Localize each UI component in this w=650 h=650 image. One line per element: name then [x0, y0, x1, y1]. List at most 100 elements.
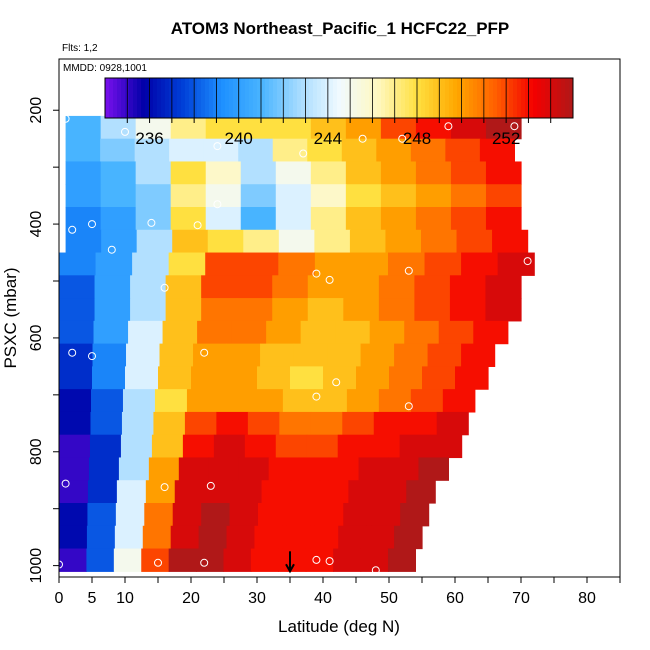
heatmap-cell	[349, 229, 387, 254]
colorbar: 236 240 244 248 252	[104, 77, 574, 148]
heatmap-cell	[165, 298, 202, 322]
heatmap-cell	[231, 320, 267, 345]
colorbar-segment	[441, 78, 446, 118]
heatmap-cell	[125, 366, 159, 390]
sample-point	[88, 352, 96, 361]
x-tick-label: 5	[88, 590, 97, 607]
heatmap-cell	[368, 434, 401, 459]
heatmap-cell	[306, 434, 339, 459]
heatmap-cell	[100, 161, 137, 185]
x-tick-label: 10	[116, 590, 134, 607]
colorbar-segment	[397, 78, 402, 118]
colorbar-segment	[521, 78, 526, 118]
heatmap-cell	[290, 366, 324, 390]
colorbar-segment	[489, 78, 494, 118]
x-tick-label: 30	[248, 590, 266, 607]
y-tick-label: 200	[28, 97, 45, 124]
heatmap-cell	[115, 503, 145, 527]
heatmap-cell	[307, 275, 344, 299]
colorbar-segment	[505, 78, 510, 118]
heatmap-cell	[92, 343, 127, 367]
colorbar-segment	[517, 78, 522, 118]
colorbar-segment	[301, 78, 306, 118]
x-tick-label: 0	[55, 590, 64, 607]
heatmap-cell	[247, 411, 280, 436]
colorbar-segment	[181, 78, 186, 118]
flights-label: Flts: 1,2	[62, 43, 98, 54]
heatmap-cell	[226, 343, 261, 367]
colorbar-segment	[337, 78, 342, 118]
heatmap-cell	[449, 275, 487, 299]
heatmap-cell	[172, 229, 209, 254]
colorbar-frame	[104, 77, 574, 119]
heatmap-cell	[314, 252, 353, 276]
heatmap-cell	[59, 434, 91, 459]
heatmap-cell	[213, 434, 246, 459]
heatmap-cell	[87, 480, 118, 504]
colorbar-segment	[197, 78, 202, 118]
heatmap-cell	[121, 411, 155, 436]
heatmap-cell	[442, 389, 476, 413]
colorbar-segment	[321, 78, 326, 118]
x-tick-label: 50	[380, 590, 398, 607]
heatmap-cell	[223, 548, 252, 572]
colorbar-segment	[449, 78, 454, 118]
heatmap-cell	[59, 411, 92, 436]
heatmap-cell	[346, 389, 380, 413]
colorbar-segment	[541, 78, 546, 118]
x-axis-label: Latitude (deg N)	[278, 617, 400, 636]
heatmap-cell	[59, 320, 95, 345]
heatmap-cell	[240, 184, 277, 208]
heatmap-cell	[168, 252, 206, 276]
y-tick-label: 600	[28, 324, 45, 351]
heatmap-cell	[216, 411, 249, 436]
heatmap-cell	[445, 138, 481, 163]
colorbar-segment	[325, 78, 330, 118]
heatmap-cell	[380, 161, 417, 185]
colorbar-segment	[145, 78, 150, 118]
heatmap-cell	[240, 207, 277, 231]
heatmap-cell	[94, 275, 131, 299]
heatmap-cell	[366, 525, 395, 550]
sample-points	[55, 106, 532, 575]
heatmap-cell	[142, 525, 172, 550]
heatmap-cell	[244, 434, 277, 459]
colorbar-segment	[173, 78, 178, 118]
heatmap-cell	[100, 138, 136, 163]
heatmap-cell	[86, 548, 115, 572]
y-axis-label: PSXC (mbar)	[1, 267, 20, 368]
colorbar-segment	[113, 78, 118, 118]
heatmap-cell	[170, 525, 200, 550]
colorbar-segment	[493, 78, 498, 118]
colorbar-segment	[169, 78, 174, 118]
heatmap-cell	[135, 207, 172, 231]
heatmap-cell	[485, 298, 522, 322]
heatmap-cell	[201, 503, 231, 527]
colorbar-segment	[417, 78, 422, 118]
heatmap-cell	[87, 503, 117, 527]
colorbar-segment	[165, 78, 170, 118]
heatmap-cell	[360, 548, 389, 572]
heatmap-cell	[380, 207, 417, 231]
heatmap-cell	[65, 138, 101, 163]
heatmap-cell	[438, 320, 474, 345]
heatmap-cell	[492, 229, 529, 254]
colorbar-segment	[381, 78, 386, 118]
heatmap-cell	[193, 343, 228, 367]
colorbar-segment	[245, 78, 250, 118]
heatmap-cells	[59, 93, 535, 572]
heatmap-cell	[65, 229, 102, 254]
heatmap-cell	[485, 207, 522, 231]
sample-point	[213, 142, 222, 151]
heatmap-cell	[430, 434, 463, 459]
heatmap-cell	[205, 184, 242, 208]
heatmap-cell	[184, 411, 217, 436]
heatmap-cell	[135, 161, 172, 185]
y-tick-label: 400	[28, 211, 45, 238]
heatmap-cell	[485, 275, 522, 299]
heatmap-cell	[272, 275, 309, 299]
heatmap-cell	[118, 457, 150, 481]
heatmap-cell	[240, 115, 277, 140]
heatmap-cell	[236, 298, 273, 322]
heatmap-cell	[358, 457, 390, 481]
